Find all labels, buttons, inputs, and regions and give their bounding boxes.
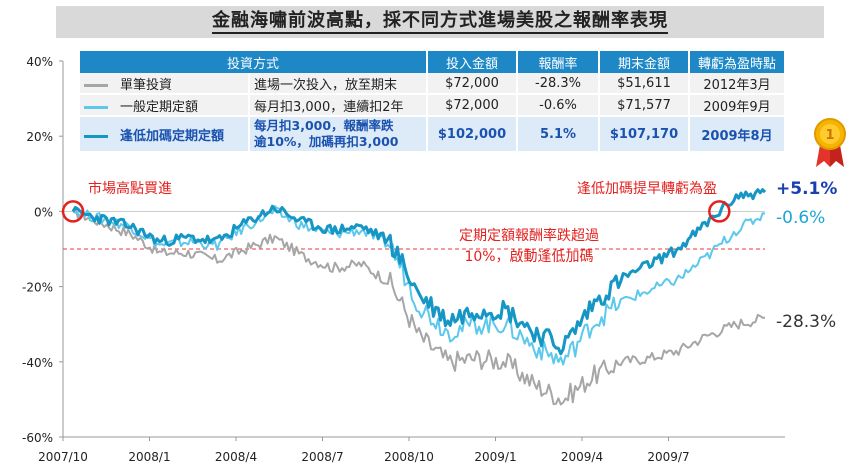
legend-swatch-regular (84, 105, 108, 109)
title-bar: 金融海嘯前波高點，採不同方式進場美股之報酬率表現 (56, 6, 824, 38)
series-lines (71, 188, 767, 406)
x-tick-label: 2007/10 (38, 450, 88, 464)
x-tick-label: 2009/7 (647, 450, 689, 464)
annotation-early: 逢低加碼提早轉虧為盈 (577, 181, 717, 197)
row-desc: 每月扣3,000，連續扣2年 (249, 94, 428, 117)
row-name: 單筆投資 (80, 73, 250, 95)
row-return: -28.3% (517, 73, 600, 95)
legend-swatch-lump (84, 83, 108, 87)
row-invest: $72,000 (427, 73, 518, 95)
header-method: 投資方式 (80, 51, 428, 73)
x-tick-label: 2009/1 (474, 450, 516, 464)
header-return: 報酬率 (517, 51, 600, 73)
row-return: 5.1% (517, 116, 600, 151)
start-circle (61, 200, 85, 223)
row-final: $107,170 (599, 116, 690, 151)
table-row: 單筆投資 進場一次投入，放至期末 $72,000 -28.3% $51,611 … (80, 73, 786, 95)
svg-text:1: 1 (825, 128, 834, 143)
row-breakeven: 2009年9月 (689, 94, 786, 117)
series-line-0 (72, 206, 766, 406)
y-tick-label: -40% (22, 356, 53, 370)
x-tick-label: 2008/10 (384, 450, 434, 464)
medal-icon: 1 (814, 118, 846, 167)
chart-title: 金融海嘯前波高點，採不同方式進場美股之報酬率表現 (212, 10, 668, 34)
x-tick-label: 2008/4 (215, 450, 257, 464)
y-tick-label: -60% (22, 431, 53, 445)
annotation-threshold-2: 10%，啟動逢低加碼 (464, 249, 593, 265)
y-tick-label: -20% (22, 281, 53, 295)
end-label-dip: +5.1% (776, 179, 837, 199)
series-line-1 (72, 205, 766, 366)
y-tick-label: 20% (26, 130, 53, 144)
axes: 40% 20% 0% -20% -40% -60% 2007/10 2008/1 2008/4 2… (22, 55, 785, 464)
row-invest: $72,000 (427, 94, 518, 117)
header-final: 期末金額 (599, 51, 690, 73)
row-breakeven: 2012年3月 (689, 73, 786, 95)
annotation-threshold-1: 定期定額報酬率跌超過 (459, 227, 599, 244)
row-invest: $102,000 (427, 116, 518, 151)
annotation-start: 市場高點買進 (88, 180, 172, 197)
x-tick-label: 2008/7 (301, 450, 343, 464)
end-label-lump: -28.3% (776, 312, 836, 332)
row-breakeven: 2009年8月 (689, 116, 786, 151)
row-name: 逢低加碼定期定額 (80, 116, 250, 151)
series-line-2 (71, 188, 767, 356)
table-row: 一般定期定額 每月扣3,000，連續扣2年 $72,000 -0.6% $71,… (80, 94, 786, 117)
row-final: $51,611 (599, 73, 690, 95)
header-invest: 投入金額 (427, 51, 518, 73)
x-tick-label: 2008/1 (128, 450, 170, 464)
header-breakeven: 轉虧為盈時點 (689, 51, 786, 73)
x-tick-label: 2009/4 (561, 450, 603, 464)
end-label-regular: -0.6% (776, 208, 825, 228)
row-return: -0.6% (517, 94, 600, 117)
y-tick-label: 0% (34, 205, 53, 219)
row-name: 一般定期定額 (80, 94, 250, 117)
table-row: 逢低加碼定期定額 每月扣3,000，報酬率跌 逾10%，加碼再扣3,000 $10… (80, 116, 786, 151)
early-circle (708, 200, 731, 223)
row-desc: 每月扣3,000，報酬率跌 逾10%，加碼再扣3,000 (249, 116, 428, 151)
summary-table: 投資方式 投入金額 報酬率 期末金額 轉虧為盈時點 單筆投資 進場一次投入，放至… (80, 51, 786, 151)
table-header-row: 投資方式 投入金額 報酬率 期末金額 轉虧為盈時點 (80, 51, 786, 73)
row-final: $71,577 (599, 94, 690, 117)
legend-swatch-dip (84, 134, 108, 138)
y-tick-label: 40% (26, 55, 53, 69)
row-desc: 進場一次投入，放至期末 (249, 73, 428, 95)
